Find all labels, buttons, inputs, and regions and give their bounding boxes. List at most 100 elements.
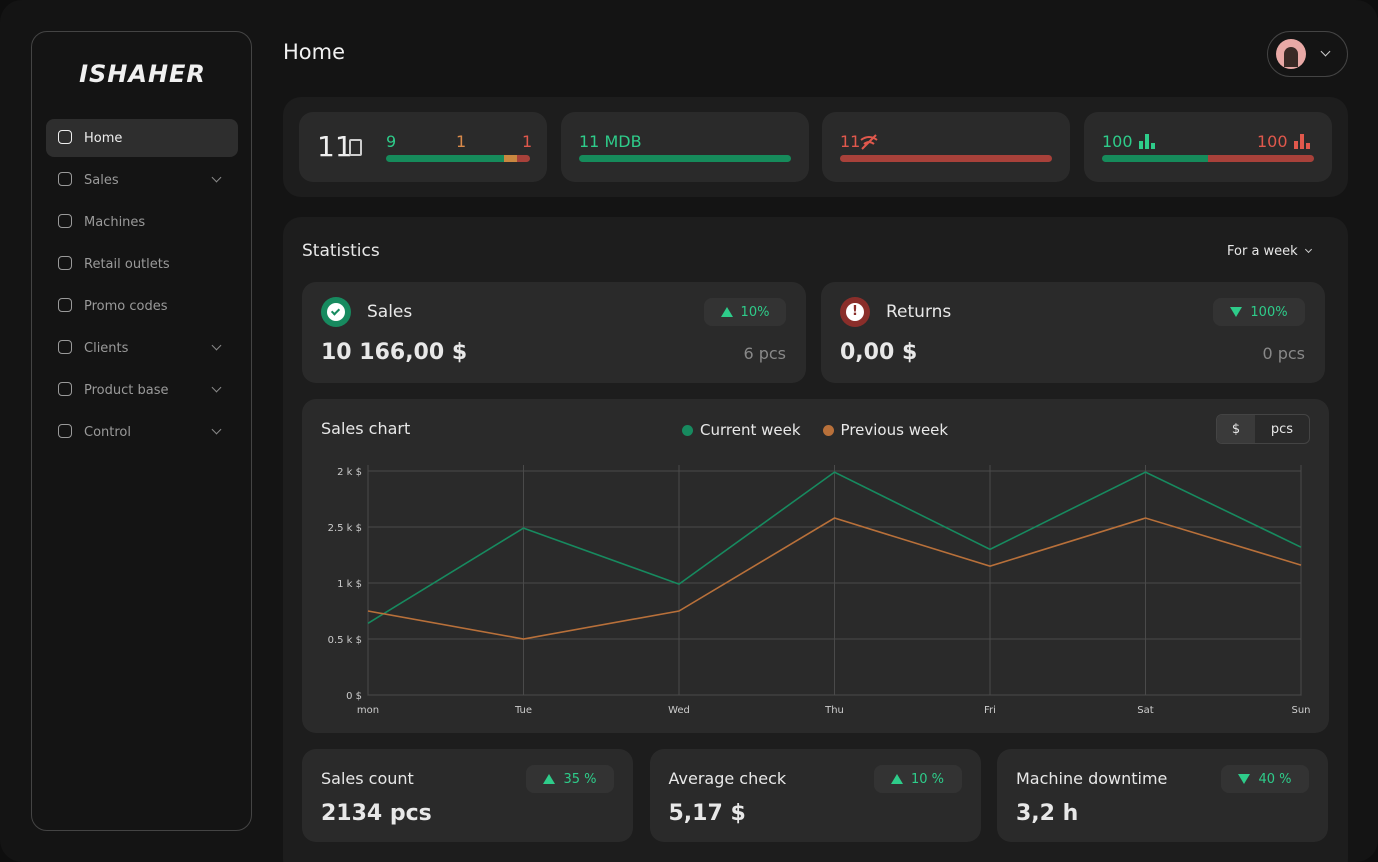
statistics-panel: Statistics For a week Sales 10% 10 166,0… xyxy=(283,217,1348,862)
mdb-label: 11 MDB xyxy=(579,132,642,151)
sales-label: Sales xyxy=(367,302,413,322)
machines-count: 11 xyxy=(317,130,353,163)
bar-segment xyxy=(503,155,517,162)
x-tick-label: Tue xyxy=(514,705,532,716)
nav-label: Machines xyxy=(84,214,146,230)
series-line xyxy=(367,517,1302,640)
sales-chart-card: Sales chart Current week Previous week $ … xyxy=(302,399,1329,733)
nav-item[interactable]: Clients xyxy=(46,329,238,367)
user-menu[interactable] xyxy=(1267,31,1348,77)
good-level: 100 xyxy=(1102,132,1133,151)
chevron xyxy=(211,172,222,183)
sales-amount: 10 166,00 $ xyxy=(321,340,468,365)
sales-change: 10% xyxy=(704,298,786,326)
trend-icon xyxy=(1238,774,1251,784)
nav-item[interactable]: Retail outlets xyxy=(46,245,238,283)
returns-amount: 0,00 $ xyxy=(840,340,918,365)
bar-segment xyxy=(516,155,530,162)
online-count: 9 xyxy=(386,132,397,151)
kpi-label: Machine downtime xyxy=(1016,769,1168,788)
kpi-value: 2134 pcs xyxy=(321,801,432,826)
x-tick-label: Fri xyxy=(984,705,996,716)
kpi-value: 3,2 h xyxy=(1016,801,1079,826)
kpi-change: 40 % xyxy=(1221,765,1309,793)
y-tick-label: 1 k $ xyxy=(337,579,362,590)
nav-icon xyxy=(58,424,72,438)
kpi-card: Sales count 35 % 2134 pcs xyxy=(302,749,633,842)
legend-label: Previous week xyxy=(840,421,949,439)
bar-segment xyxy=(1102,155,1208,162)
summary-panel: 11 9 1 1 11 MDB 11 100 100 xyxy=(283,97,1348,197)
x-tick-label: Wed xyxy=(668,705,690,716)
nav-label: Sales xyxy=(84,172,119,188)
nav-icon xyxy=(58,382,72,396)
legend-item: Current week xyxy=(682,421,801,439)
y-tick-label: 0.5 k $ xyxy=(328,635,362,646)
no-signal-count: 11 xyxy=(840,132,861,151)
nav-icon xyxy=(58,214,72,228)
sidebar: ISHAHER Home Sales Machines Retail outlets P… xyxy=(31,31,252,831)
toggle-dollar[interactable]: $ xyxy=(1217,415,1255,443)
no-signal-card: 11 xyxy=(822,112,1070,182)
returns-card: ! Returns 100% 0,00 $ 0 pcs xyxy=(821,282,1325,383)
nav-label: Home xyxy=(84,130,123,146)
change-text: 35 % xyxy=(563,771,597,787)
chart-title: Sales chart xyxy=(321,419,411,438)
y-tick-label: 0 $ xyxy=(346,691,362,702)
x-tick-label: Sat xyxy=(1137,705,1153,716)
legend-item: Previous week xyxy=(822,421,949,439)
returns-pcs: 0 pcs xyxy=(1262,344,1305,363)
legend-swatch xyxy=(682,424,693,436)
nav-item[interactable]: Sales xyxy=(46,161,238,199)
bar-segment xyxy=(1208,155,1314,162)
toggle-pcs[interactable]: pcs xyxy=(1270,421,1294,437)
series-line xyxy=(367,471,1302,625)
nav-icon xyxy=(58,298,72,312)
x-tick-label: Thu xyxy=(824,705,844,716)
nav-item[interactable]: Machines xyxy=(46,203,238,241)
sales-pcs: 6 pcs xyxy=(743,344,786,363)
nav-item[interactable]: Promo codes xyxy=(46,287,238,325)
trend-icon xyxy=(543,774,556,784)
machines-card: 11 9 1 1 xyxy=(299,112,547,182)
offline-count: 1 xyxy=(522,132,533,151)
avatar xyxy=(1276,39,1306,69)
chevron xyxy=(211,340,222,351)
nav-icon xyxy=(58,172,72,186)
kpi-change: 35 % xyxy=(526,765,614,793)
returns-change: 100% xyxy=(1213,298,1305,326)
page-title: Home xyxy=(283,40,346,64)
line-chart: 0 $ 0.5 k $ 1 k $ 2.5 k $ 2 k $ mon Tue Wed Thu F… xyxy=(328,465,1311,716)
nav-icon xyxy=(58,256,72,270)
legend-swatch xyxy=(822,424,834,436)
x-tick-label: Sun xyxy=(1291,705,1310,716)
bad-level: 100 xyxy=(1257,132,1288,151)
logo: ISHAHER xyxy=(79,60,206,88)
bar-segment xyxy=(386,155,504,162)
mdb-card: 11 MDB xyxy=(561,112,809,182)
legend-label: Current week xyxy=(700,421,801,439)
change-text: 40 % xyxy=(1258,771,1292,787)
nav-label: Promo codes xyxy=(84,298,168,314)
period-select[interactable]: For a week xyxy=(1227,244,1312,259)
change-text: 100% xyxy=(1250,304,1288,320)
trend-icon xyxy=(890,774,903,784)
chevron xyxy=(211,382,222,393)
nav-item[interactable]: Control xyxy=(46,413,238,451)
returns-label: Returns xyxy=(886,302,952,322)
kpi-value: 5,17 $ xyxy=(668,801,746,826)
nav-label: Product base xyxy=(84,382,169,398)
warning-count: 1 xyxy=(456,132,467,151)
nav-item[interactable]: Home xyxy=(46,119,238,157)
levels-card: 100 100 xyxy=(1084,112,1332,182)
kpi-change: 10 % xyxy=(873,765,962,793)
kpi-card: Average check 10 % 5,17 $ xyxy=(649,749,981,842)
kpi-card: Machine downtime 40 % 3,2 h xyxy=(997,749,1328,842)
nav-icon xyxy=(58,130,72,144)
nav-label: Clients xyxy=(84,340,129,356)
kpi-label: Sales count xyxy=(321,769,414,788)
nav-item[interactable]: Product base xyxy=(46,371,238,409)
kpi-label: Average check xyxy=(668,769,787,788)
sales-card: Sales 10% 10 166,00 $ 6 pcs xyxy=(302,282,806,383)
